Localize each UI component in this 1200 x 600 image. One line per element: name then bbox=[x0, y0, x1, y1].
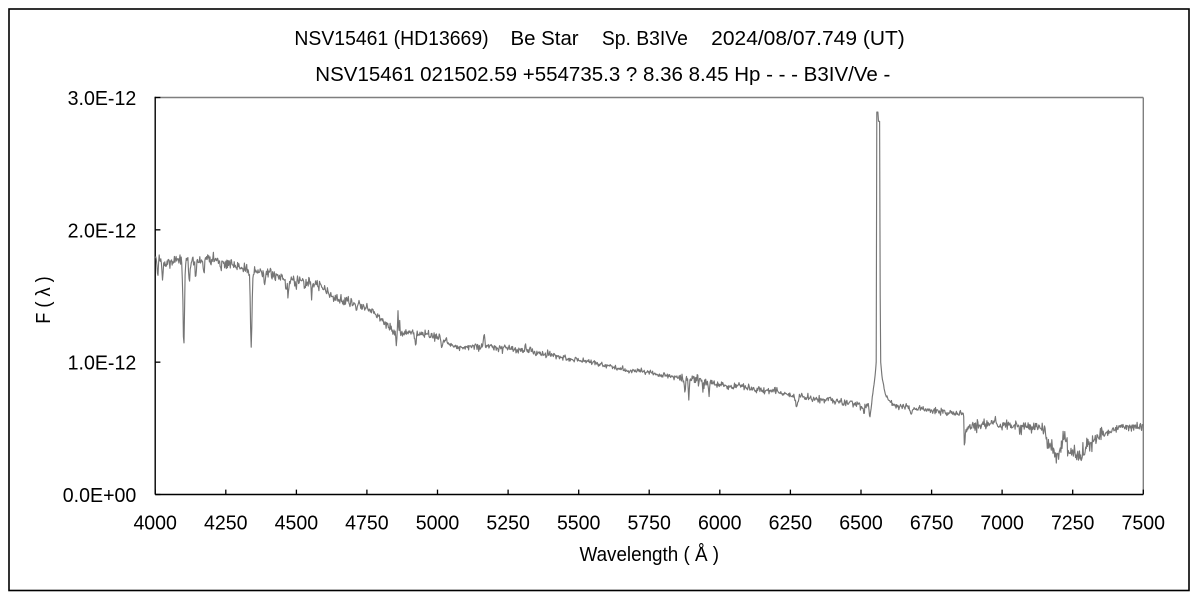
svg-text:7250: 7250 bbox=[1051, 513, 1095, 535]
svg-text:Sp. B3IVe: Sp. B3IVe bbox=[602, 28, 688, 50]
svg-text:0.0E+00: 0.0E+00 bbox=[63, 485, 137, 507]
svg-text:5000: 5000 bbox=[416, 513, 460, 535]
svg-text:2024/08/07.749 (UT): 2024/08/07.749 (UT) bbox=[711, 28, 905, 50]
svg-text:NSV15461 (HD13669): NSV15461 (HD13669) bbox=[294, 28, 488, 50]
svg-text:6500: 6500 bbox=[839, 513, 883, 535]
svg-text:4750: 4750 bbox=[345, 513, 389, 535]
svg-text:6000: 6000 bbox=[698, 513, 742, 535]
svg-text:4250: 4250 bbox=[204, 513, 248, 535]
svg-text:Wavelength ( Å ): Wavelength ( Å ) bbox=[580, 543, 720, 566]
svg-text:5500: 5500 bbox=[557, 513, 601, 535]
svg-text:4000: 4000 bbox=[133, 513, 177, 535]
svg-text:5750: 5750 bbox=[627, 513, 671, 535]
svg-text:2.0E-12: 2.0E-12 bbox=[68, 220, 137, 242]
svg-text:5250: 5250 bbox=[486, 513, 530, 535]
svg-text:7500: 7500 bbox=[1122, 513, 1166, 535]
svg-text:F ( λ ): F ( λ ) bbox=[33, 276, 55, 324]
svg-text:3.0E-12: 3.0E-12 bbox=[68, 88, 137, 110]
svg-text:Be Star: Be Star bbox=[511, 28, 579, 50]
svg-text:6750: 6750 bbox=[910, 513, 954, 535]
svg-text:7000: 7000 bbox=[980, 513, 1024, 535]
svg-text:NSV15461 021502.59 +554735.3 ?: NSV15461 021502.59 +554735.3 ? 8.36 8.45… bbox=[315, 64, 890, 86]
svg-text:1.0E-12: 1.0E-12 bbox=[68, 353, 137, 375]
svg-text:4500: 4500 bbox=[275, 513, 319, 535]
svg-text:6250: 6250 bbox=[769, 513, 813, 535]
